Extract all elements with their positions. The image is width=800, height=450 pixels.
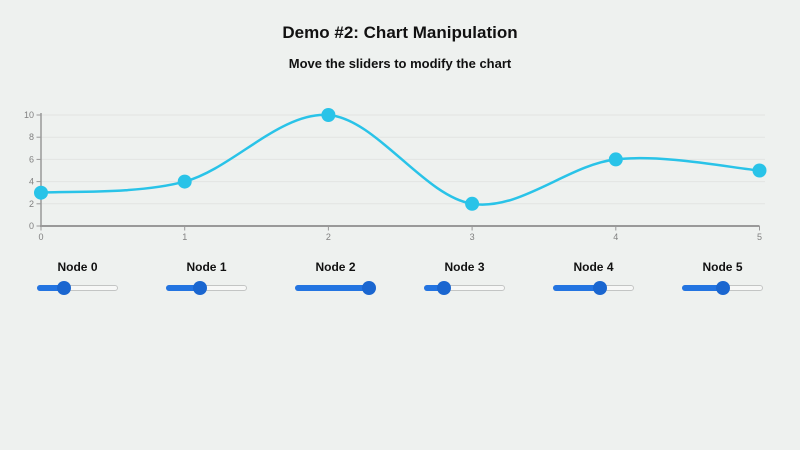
slider-group-node-5: Node 5 bbox=[658, 260, 787, 295]
x-tick-label: 4 bbox=[613, 232, 618, 242]
slider-fill bbox=[166, 285, 200, 291]
slider-label-node-5: Node 5 bbox=[702, 260, 743, 274]
slider-label-node-4: Node 4 bbox=[573, 260, 614, 274]
y-tick-label: 10 bbox=[24, 110, 34, 120]
slider-group-node-2: Node 2 bbox=[271, 260, 400, 295]
slider-thumb[interactable] bbox=[437, 281, 452, 295]
x-tick-label: 5 bbox=[757, 232, 762, 242]
slider-label-node-1: Node 1 bbox=[186, 260, 227, 274]
x-tick-label: 1 bbox=[182, 232, 187, 242]
node-5-slider[interactable] bbox=[682, 281, 763, 295]
slider-thumb[interactable] bbox=[715, 281, 730, 295]
node-0-slider[interactable] bbox=[37, 281, 118, 295]
slider-label-node-3: Node 3 bbox=[444, 260, 485, 274]
node-4-slider[interactable] bbox=[553, 281, 634, 295]
data-point-marker bbox=[608, 152, 623, 167]
slider-fill bbox=[37, 285, 65, 291]
slider-thumb[interactable] bbox=[593, 281, 608, 295]
slider-group-node-1: Node 1 bbox=[142, 260, 271, 295]
line-chart: 0 2 4 6 8 10 0 1 2 3 4 5 bbox=[0, 100, 800, 250]
y-tick-label: 2 bbox=[29, 199, 34, 209]
page-title: Demo #2: Chart Manipulation bbox=[282, 23, 518, 42]
slider-fill bbox=[682, 285, 723, 291]
data-point-marker bbox=[465, 196, 480, 211]
node-1-slider[interactable] bbox=[166, 281, 247, 295]
x-tick-label: 2 bbox=[326, 232, 331, 242]
data-point-marker bbox=[321, 108, 336, 122]
y-tick-label: 6 bbox=[29, 154, 34, 164]
y-tick-label: 0 bbox=[29, 221, 34, 231]
slider-fill bbox=[553, 285, 601, 291]
x-tick-label: 0 bbox=[38, 232, 43, 242]
sliders-row: Node 0 Node 1 Node 2 Node 3 Node 4 bbox=[0, 260, 800, 295]
y-tick-label: 8 bbox=[29, 132, 34, 142]
chart-canvas: 0 2 4 6 8 10 0 1 2 3 4 5 bbox=[24, 108, 767, 242]
slider-label-node-2: Node 2 bbox=[315, 260, 356, 274]
slider-fill bbox=[295, 285, 369, 291]
slider-thumb[interactable] bbox=[192, 281, 207, 295]
x-tick-label: 3 bbox=[470, 232, 475, 242]
node-2-slider[interactable] bbox=[295, 281, 376, 295]
data-point-marker bbox=[177, 174, 192, 189]
slider-group-node-3: Node 3 bbox=[400, 260, 529, 295]
data-point-marker bbox=[752, 163, 767, 178]
page-subtitle: Move the sliders to modify the chart bbox=[288, 56, 512, 71]
data-point-marker bbox=[34, 185, 48, 200]
slider-thumb[interactable] bbox=[362, 281, 376, 295]
chart-line bbox=[39, 113, 761, 206]
slider-label-node-0: Node 0 bbox=[57, 260, 98, 274]
slider-fill bbox=[424, 285, 445, 291]
node-3-slider[interactable] bbox=[424, 281, 505, 295]
slider-group-node-4: Node 4 bbox=[529, 260, 658, 295]
slider-group-node-0: Node 0 bbox=[13, 260, 142, 295]
y-tick-label: 4 bbox=[29, 177, 34, 187]
slider-thumb[interactable] bbox=[57, 281, 72, 295]
